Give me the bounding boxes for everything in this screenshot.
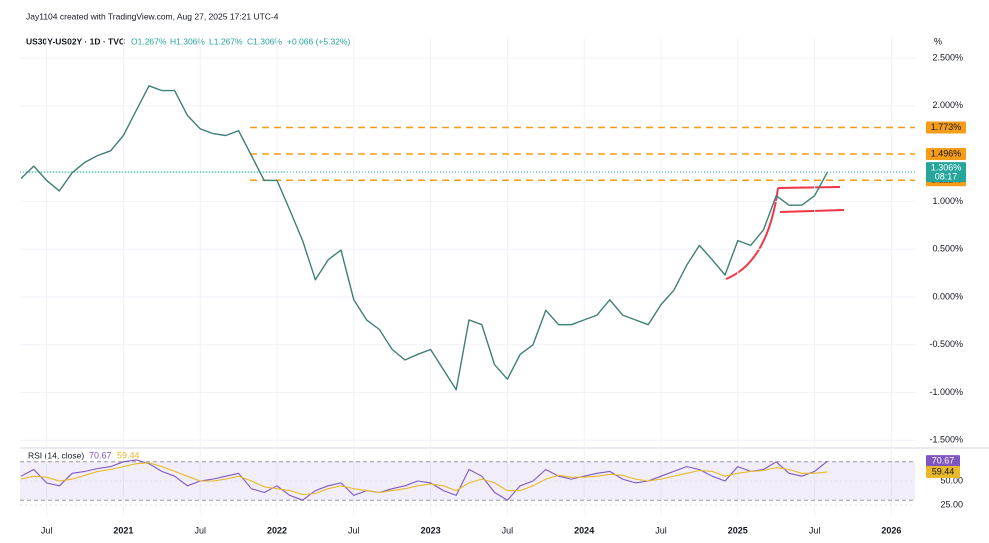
- price-tag-label: 1.306%: [931, 163, 962, 173]
- x-tick-label: Jul: [194, 525, 206, 535]
- y-tick-label: 2.000%: [932, 100, 963, 110]
- price-line: [20, 85, 829, 391]
- y-tick-label: 2.500%: [932, 52, 963, 62]
- level-tag-label: 1.773%: [931, 122, 962, 132]
- y-tick-label: -0.500%: [929, 339, 963, 349]
- x-tick-label: Jul: [809, 525, 821, 535]
- ohlc-open: O1.267%: [131, 36, 167, 46]
- y-tick-label: -1.500%: [929, 435, 963, 445]
- rsi-tag: [926, 455, 960, 468]
- ohlc-close: C1.306%: [247, 36, 282, 46]
- x-tick-label: Jul: [502, 525, 514, 535]
- y-tick-label: 0.500%: [932, 244, 963, 254]
- x-tick-label: 2024: [574, 525, 594, 535]
- rsi-title: RSI (14, close): [28, 450, 84, 460]
- rsi-tag-label: 59.44: [932, 466, 955, 476]
- level-tag: [926, 121, 966, 134]
- y-tick-label: 1.000%: [932, 196, 963, 206]
- level-tag-label: 1.496%: [931, 148, 962, 158]
- x-tick-label: 2026: [881, 525, 901, 535]
- credit: Jay1104 created with TradingView.com, Au…: [26, 11, 279, 21]
- ohlc-high: H1.306%: [170, 36, 205, 46]
- rsi-legend-value: 70.67: [89, 450, 112, 460]
- rsi-tag: [926, 465, 960, 478]
- rsi-tick-label: 50.00: [940, 475, 963, 485]
- drawn-bottom: [779, 209, 845, 213]
- symbol: US30Y-US02Y · 1D · TVC: [26, 36, 125, 46]
- x-tick-label: 2021: [113, 525, 133, 535]
- rsi-line: [20, 459, 828, 501]
- ohlc-change: +0.066 (+5.32%): [287, 36, 350, 46]
- x-tick-label: Jul: [41, 525, 53, 535]
- x-tick-label: 2025: [728, 525, 748, 535]
- x-tick-label: 2022: [267, 525, 287, 535]
- drawn-top: [777, 186, 841, 189]
- x-tick-label: Jul: [655, 525, 667, 535]
- rsi-legend-value: 59.44: [117, 450, 140, 460]
- unit: %: [934, 36, 942, 46]
- y-tick-label: 0.000%: [932, 291, 963, 301]
- rsi-line: [20, 462, 828, 496]
- rsi-tag-label: 70.67: [932, 456, 955, 466]
- drawn-curve: [725, 187, 779, 280]
- x-tick-label: 2023: [421, 525, 441, 535]
- rsi-tick-label: 25.00: [940, 499, 963, 509]
- ohlc-low: L1.267%: [209, 36, 243, 46]
- x-tick-label: Jul: [348, 525, 360, 535]
- price-tag: [926, 162, 966, 183]
- level-tag: [926, 148, 966, 161]
- price-tag-countdown: 08:17: [935, 172, 958, 182]
- y-tick-label: -1.000%: [929, 387, 963, 397]
